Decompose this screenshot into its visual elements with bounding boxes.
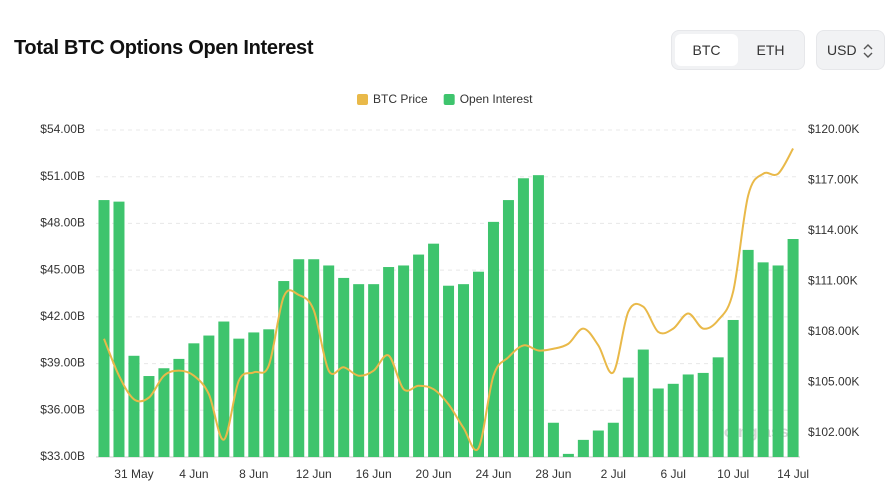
bar bbox=[233, 338, 245, 457]
bar bbox=[502, 200, 514, 458]
bar bbox=[113, 201, 125, 457]
bar bbox=[173, 358, 185, 457]
x-tick-label: 10 Jul bbox=[717, 467, 749, 481]
bar bbox=[143, 376, 155, 457]
bar bbox=[742, 249, 754, 457]
bar bbox=[263, 329, 275, 457]
bar bbox=[562, 453, 574, 457]
bar bbox=[727, 319, 739, 457]
bar bbox=[637, 349, 649, 457]
bar bbox=[772, 265, 784, 457]
bar bbox=[697, 372, 709, 457]
x-tick-label: 12 Jun bbox=[296, 467, 332, 481]
coin-button[interactable]: BTC bbox=[675, 34, 738, 66]
bar bbox=[293, 259, 305, 457]
bar bbox=[757, 262, 769, 457]
coin-toggle: BTC ETH bbox=[671, 30, 805, 70]
legend-label: Open Interest bbox=[460, 92, 533, 106]
bar bbox=[547, 422, 559, 457]
bar bbox=[278, 281, 290, 457]
y-tick-label: $54.00B bbox=[40, 122, 85, 136]
y-tick-label: $39.00B bbox=[40, 356, 85, 370]
y-tick-label: $45.00B bbox=[40, 262, 85, 276]
bar bbox=[428, 243, 440, 457]
bar bbox=[487, 221, 499, 457]
bar bbox=[532, 175, 544, 457]
y2-tick-label: $108.00K bbox=[808, 324, 859, 338]
page-title: Total BTC Options Open Interest bbox=[14, 37, 314, 59]
bar bbox=[592, 430, 604, 457]
x-tick-label: 31 May bbox=[114, 467, 153, 481]
bar bbox=[413, 254, 425, 457]
x-tick-label: 16 Jun bbox=[356, 467, 392, 481]
bar bbox=[712, 357, 724, 457]
y-tick-label: $48.00B bbox=[40, 216, 85, 230]
chevron-icon bbox=[863, 44, 873, 58]
currency-select[interactable]: USD bbox=[816, 30, 885, 70]
currency-label: USD bbox=[827, 42, 857, 58]
x-tick-label: 6 Jul bbox=[661, 467, 686, 481]
bar bbox=[458, 284, 470, 457]
bar bbox=[398, 265, 410, 457]
bar bbox=[218, 321, 230, 457]
y2-tick-label: $105.00K bbox=[808, 375, 859, 389]
y2-tick-label: $111.00K bbox=[808, 274, 858, 288]
y2-tick-label: $102.00K bbox=[808, 425, 859, 439]
bar bbox=[188, 343, 200, 457]
bar bbox=[787, 239, 799, 457]
bar bbox=[158, 368, 170, 457]
bar bbox=[308, 259, 320, 457]
y2-tick-label: $120.00K bbox=[808, 122, 859, 136]
bar bbox=[667, 383, 679, 457]
x-tick-label: 8 Jun bbox=[239, 467, 268, 481]
y-tick-label: $36.00B bbox=[40, 402, 85, 416]
y-tick-label: $42.00B bbox=[40, 309, 85, 323]
legend-label: BTC Price bbox=[373, 92, 428, 106]
x-tick-label: 28 Jun bbox=[535, 467, 571, 481]
y-tick-label: $33.00B bbox=[40, 449, 85, 463]
bar bbox=[98, 200, 110, 458]
price-line bbox=[103, 148, 794, 452]
bar bbox=[682, 374, 694, 457]
bar bbox=[622, 377, 634, 457]
bar bbox=[607, 422, 619, 457]
x-tick-label: 20 Jun bbox=[416, 467, 452, 481]
x-tick-label: 24 Jun bbox=[475, 467, 511, 481]
y-tick-label: $51.00B bbox=[40, 169, 85, 183]
bar bbox=[128, 355, 140, 457]
bar bbox=[443, 285, 455, 457]
y2-tick-label: $114.00K bbox=[808, 223, 859, 237]
x-tick-label: 14 Jul bbox=[777, 467, 809, 481]
bar bbox=[383, 267, 395, 457]
bar bbox=[577, 439, 589, 457]
x-tick-label: 2 Jul bbox=[601, 467, 626, 481]
coin-button[interactable]: ETH bbox=[756, 42, 785, 58]
x-tick-label: 4 Jun bbox=[179, 467, 208, 481]
bar bbox=[652, 388, 664, 457]
bar bbox=[353, 284, 365, 457]
bar bbox=[248, 332, 260, 457]
bar bbox=[517, 178, 529, 457]
bar bbox=[473, 271, 484, 457]
legend-swatch bbox=[357, 94, 368, 105]
legend-swatch bbox=[443, 94, 455, 105]
y2-tick-label: $117.00K bbox=[808, 173, 859, 187]
bar bbox=[323, 265, 335, 457]
